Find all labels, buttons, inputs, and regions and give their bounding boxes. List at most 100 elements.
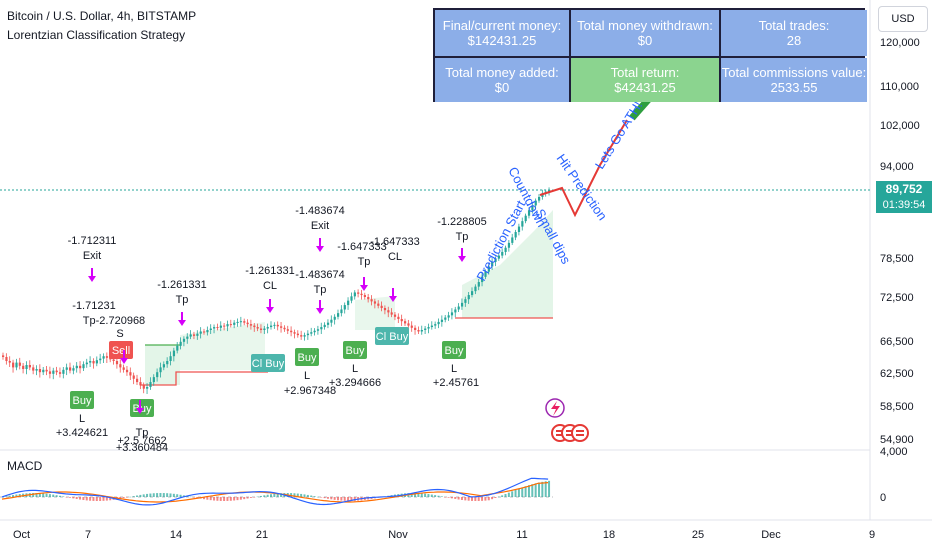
candle [270, 325, 273, 328]
candle [99, 358, 102, 361]
macd-bar [52, 494, 55, 497]
macd-bar [300, 493, 303, 497]
macd-bar [306, 494, 309, 497]
macd-bar [18, 494, 21, 497]
flag-stripe-icon [566, 430, 574, 432]
price-axis-label: 66,500 [880, 336, 914, 348]
macd-bar [206, 497, 209, 500]
macd-bar [491, 497, 494, 500]
macd-bar [511, 491, 514, 497]
macd-bar [69, 497, 71, 498]
candle [350, 296, 353, 301]
macd-bar [484, 497, 487, 501]
macd-bar [152, 493, 155, 497]
indicator-name: MACD [7, 459, 43, 473]
macd-bar [226, 497, 229, 501]
macd-bar [219, 497, 222, 501]
macd-bar [216, 497, 219, 501]
macd-bar [38, 493, 41, 497]
candle [149, 382, 152, 388]
candle [444, 317, 447, 320]
currency-selector-button[interactable]: USD [878, 6, 928, 32]
time-axis-label: Oct [13, 529, 30, 541]
candle [380, 305, 383, 308]
macd-bar [527, 485, 530, 497]
candle [440, 319, 444, 322]
macd-line [1, 477, 549, 506]
signal-label: Buy [445, 345, 464, 357]
flag-stripe-icon [566, 434, 574, 436]
macd-bar [313, 496, 316, 497]
macd-bar [209, 497, 212, 501]
macd-bar [239, 497, 242, 500]
candle [323, 324, 326, 328]
candle [357, 292, 360, 294]
macd-bar [223, 497, 226, 501]
macd-bar [353, 497, 356, 501]
macd-bar [417, 493, 420, 497]
candle [186, 336, 189, 339]
candle [22, 365, 25, 369]
macd-bar [196, 497, 199, 498]
macd-bar [82, 497, 85, 501]
exit-arrow-head [316, 308, 324, 314]
candle [2, 355, 5, 357]
macd-bar [531, 484, 534, 497]
flag-stripe-icon [576, 434, 584, 436]
candle [92, 361, 95, 364]
strategy-name: Lorentzian Classification Strategy [7, 28, 186, 42]
candle [383, 308, 387, 311]
macd-bar [213, 497, 216, 501]
candle [347, 300, 350, 306]
candle [82, 364, 85, 369]
macd-bar [548, 480, 551, 497]
candle [474, 286, 477, 292]
trade-label: CL [263, 280, 277, 292]
time-axis-label: 21 [256, 529, 268, 541]
macd-bar [296, 493, 299, 497]
macd-bar [350, 497, 353, 501]
price-axis-label: 94,000 [880, 161, 914, 173]
candle [420, 330, 423, 332]
candle [166, 361, 169, 365]
trade-label: -1.261331 [245, 265, 295, 277]
macd-bar [8, 495, 11, 497]
candle [28, 365, 31, 368]
lightning-glyph-icon [551, 401, 560, 416]
macd-axis-label: 4,000 [880, 446, 908, 458]
candle [286, 329, 289, 331]
candle [52, 370, 55, 374]
macd-bar [32, 493, 35, 497]
macd-bar [504, 494, 507, 497]
candle [85, 362, 88, 365]
signal-badge-sell [109, 341, 133, 359]
price-axis-label: 58,500 [880, 401, 914, 413]
candle [280, 326, 283, 328]
candle [527, 210, 531, 216]
candle [276, 324, 279, 327]
macd-bar [266, 494, 269, 497]
candle [112, 359, 115, 361]
candle [390, 312, 393, 315]
macd-bar [132, 496, 135, 497]
macd-bar [320, 497, 323, 498]
candle [293, 332, 296, 334]
flag-stripe-icon [556, 434, 564, 436]
trade-label: +2.5 7662 [117, 435, 166, 447]
candle [504, 247, 507, 252]
candle [95, 360, 98, 364]
candle [410, 325, 413, 328]
exit-arrow-head [178, 320, 186, 326]
macd-bar [471, 497, 473, 501]
exit-arrow-head [266, 307, 274, 313]
macd-bar [146, 493, 149, 497]
trade-label: +2.45761 [433, 377, 479, 389]
candle [330, 319, 333, 323]
trade-label: CL [388, 251, 402, 263]
macd-bar [467, 497, 470, 501]
candle [424, 328, 427, 330]
trade-label: +3.424621 [56, 427, 108, 439]
macd-bar [293, 493, 296, 497]
